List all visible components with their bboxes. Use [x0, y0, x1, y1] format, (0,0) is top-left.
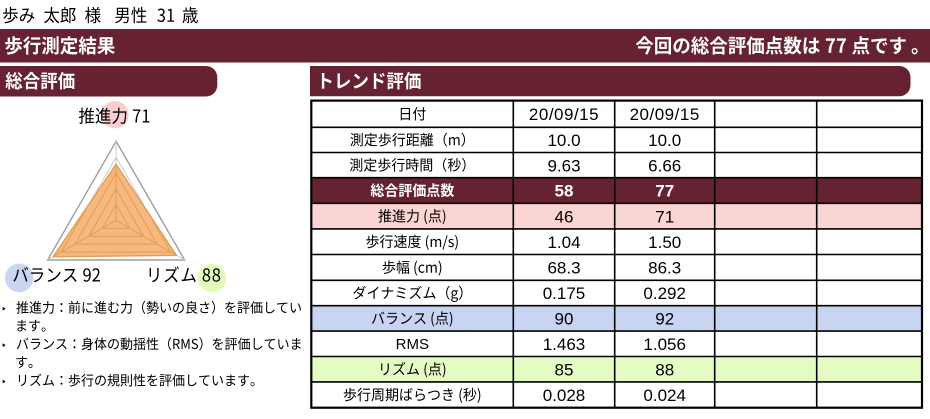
- svg-text:1.463: 1.463: [543, 335, 586, 354]
- svg-text:1.50: 1.50: [648, 233, 681, 252]
- svg-text:6.66: 6.66: [648, 156, 681, 175]
- svg-text:0.292: 0.292: [643, 284, 686, 303]
- svg-text:46: 46: [555, 207, 574, 226]
- svg-text:92: 92: [655, 310, 674, 329]
- svg-text:10.0: 10.0: [648, 131, 681, 150]
- svg-text:RMS: RMS: [396, 336, 429, 353]
- svg-text:71: 71: [655, 207, 674, 226]
- svg-text:85: 85: [555, 360, 574, 379]
- svg-text:0.175: 0.175: [543, 284, 586, 303]
- svg-text:86.3: 86.3: [648, 259, 681, 278]
- svg-text:68.3: 68.3: [547, 259, 580, 278]
- svg-text:0.028: 0.028: [543, 386, 586, 405]
- svg-text:9.63: 9.63: [547, 156, 580, 175]
- svg-text:0.024: 0.024: [643, 386, 686, 405]
- svg-text:77: 77: [655, 182, 674, 201]
- svg-text:20/09/15: 20/09/15: [630, 105, 700, 124]
- svg-text:1.04: 1.04: [547, 233, 580, 252]
- svg-text:20/09/15: 20/09/15: [529, 105, 599, 124]
- svg-text:88: 88: [655, 360, 674, 379]
- svg-text:1.056: 1.056: [643, 335, 686, 354]
- svg-text:58: 58: [555, 182, 574, 201]
- svg-text:90: 90: [555, 310, 574, 329]
- svg-text:10.0: 10.0: [547, 131, 580, 150]
